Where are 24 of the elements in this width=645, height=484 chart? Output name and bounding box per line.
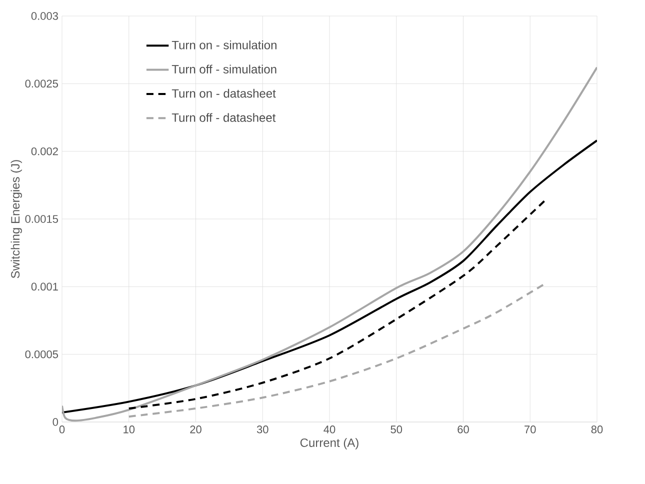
x-tick-label: 80 xyxy=(591,426,603,434)
x-tick-label: 70 xyxy=(524,426,536,434)
y-tick-label: 0.001 xyxy=(31,282,58,291)
y-tick-label: 0.002 xyxy=(31,147,58,156)
y-tick-label: 0.003 xyxy=(31,12,58,20)
legend-label: Turn off - datasheet xyxy=(172,113,276,122)
y-tick-label: 0.0025 xyxy=(25,80,58,88)
line-series xyxy=(62,139,597,414)
y-axis-title: Switching Energies (J) xyxy=(10,160,22,278)
x-tick-label: 40 xyxy=(324,426,336,434)
x-tick-label: 0 xyxy=(59,426,65,434)
x-tick-label: 10 xyxy=(124,426,135,434)
x-tick-label: 50 xyxy=(390,426,402,434)
y-tick-label: 0.0015 xyxy=(25,215,58,223)
x-tick-label: 60 xyxy=(458,426,469,434)
x-tick-label: 30 xyxy=(256,426,268,434)
legend-label: Turn on - simulation xyxy=(172,40,276,50)
line-series xyxy=(128,198,548,410)
x-tick-label: 20 xyxy=(190,426,202,434)
y-tick-label: 0 xyxy=(52,418,58,426)
legend-label: Turn on - datasheet xyxy=(172,88,276,98)
y-tick-label: 0.0005 xyxy=(25,350,58,358)
x-axis-title: Current (A) xyxy=(300,438,358,450)
legend-label: Turn off - simulation xyxy=(172,64,276,74)
